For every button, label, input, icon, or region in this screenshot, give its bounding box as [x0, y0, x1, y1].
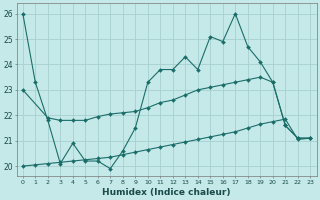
X-axis label: Humidex (Indice chaleur): Humidex (Indice chaleur): [102, 188, 231, 197]
